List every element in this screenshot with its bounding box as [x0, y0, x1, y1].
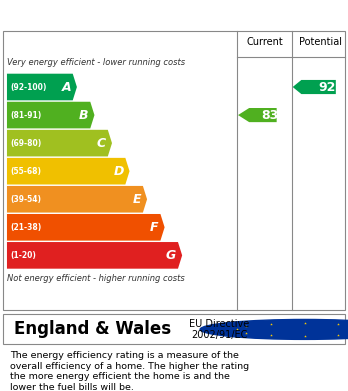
Polygon shape [293, 80, 336, 94]
Polygon shape [7, 242, 182, 269]
Polygon shape [7, 130, 112, 156]
Text: (1-20): (1-20) [10, 251, 36, 260]
Text: G: G [166, 249, 176, 262]
Text: Energy Efficiency Rating: Energy Efficiency Rating [10, 7, 220, 22]
Text: B: B [79, 109, 88, 122]
Polygon shape [7, 158, 129, 185]
Text: A: A [61, 81, 71, 93]
Text: (92-100): (92-100) [10, 83, 47, 91]
Text: (21-38): (21-38) [10, 223, 42, 232]
Text: E: E [133, 193, 141, 206]
Text: D: D [113, 165, 124, 178]
Text: 83: 83 [261, 109, 278, 122]
Polygon shape [7, 102, 94, 128]
Text: (81-91): (81-91) [10, 111, 42, 120]
Text: F: F [150, 221, 159, 234]
Text: Current: Current [246, 38, 283, 47]
Text: (39-54): (39-54) [10, 195, 41, 204]
Text: The energy efficiency rating is a measure of the
overall efficiency of a home. T: The energy efficiency rating is a measur… [10, 352, 250, 391]
Text: Potential: Potential [299, 38, 342, 47]
Text: EU Directive
2002/91/EC: EU Directive 2002/91/EC [189, 319, 250, 340]
Text: C: C [97, 136, 106, 150]
Polygon shape [7, 186, 147, 213]
Circle shape [200, 319, 348, 339]
Polygon shape [238, 108, 277, 122]
Text: England & Wales: England & Wales [14, 320, 171, 339]
Text: (55-68): (55-68) [10, 167, 41, 176]
Text: (69-80): (69-80) [10, 139, 42, 148]
Polygon shape [7, 74, 77, 100]
Polygon shape [7, 214, 165, 240]
Text: 92: 92 [318, 81, 336, 93]
Text: Not energy efficient - higher running costs: Not energy efficient - higher running co… [7, 274, 185, 283]
Text: Very energy efficient - lower running costs: Very energy efficient - lower running co… [7, 58, 185, 67]
